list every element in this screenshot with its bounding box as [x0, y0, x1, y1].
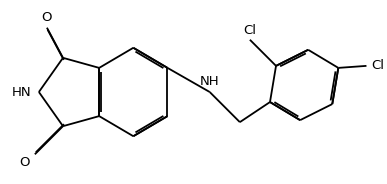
Text: HN: HN [12, 86, 32, 98]
Text: O: O [19, 156, 30, 169]
Text: NH: NH [200, 75, 219, 88]
Text: O: O [42, 11, 52, 24]
Text: Cl: Cl [371, 59, 384, 72]
Text: Cl: Cl [243, 24, 257, 37]
